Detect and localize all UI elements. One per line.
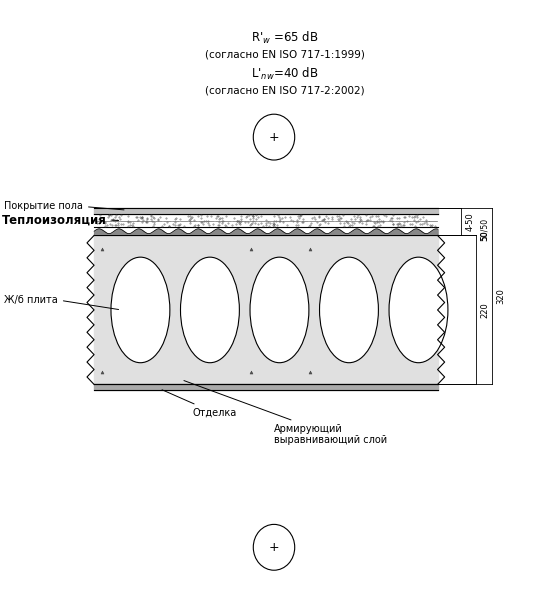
Text: 220: 220 bbox=[480, 302, 489, 318]
Text: R'$_w$ =65 dB: R'$_w$ =65 dB bbox=[251, 30, 319, 45]
Text: 50/50: 50/50 bbox=[480, 218, 489, 241]
Ellipse shape bbox=[111, 257, 170, 363]
Text: +: + bbox=[269, 541, 279, 554]
Ellipse shape bbox=[180, 257, 239, 363]
Ellipse shape bbox=[389, 257, 448, 363]
Text: Отделка: Отделка bbox=[162, 390, 237, 418]
Ellipse shape bbox=[250, 257, 309, 363]
Text: 4-50: 4-50 bbox=[465, 212, 475, 231]
Text: Покрытие пола: Покрытие пола bbox=[4, 201, 124, 211]
Text: Ж/б плита: Ж/б плита bbox=[4, 295, 118, 310]
Text: (согласно EN ISO 717-1:1999): (согласно EN ISO 717-1:1999) bbox=[205, 50, 365, 59]
Text: 50: 50 bbox=[480, 230, 489, 241]
Text: 320: 320 bbox=[496, 288, 505, 304]
Text: Армирующий
выравнивающий слой: Армирующий выравнивающий слой bbox=[184, 381, 387, 445]
Text: L'$_{nw}$=40 dB: L'$_{nw}$=40 dB bbox=[251, 65, 318, 82]
Text: +: + bbox=[269, 131, 279, 144]
Ellipse shape bbox=[319, 257, 379, 363]
Text: Теплоизоляция: Теплоизоляция bbox=[2, 213, 118, 226]
Text: (согласно EN ISO 717-2:2002): (согласно EN ISO 717-2:2002) bbox=[205, 85, 365, 96]
